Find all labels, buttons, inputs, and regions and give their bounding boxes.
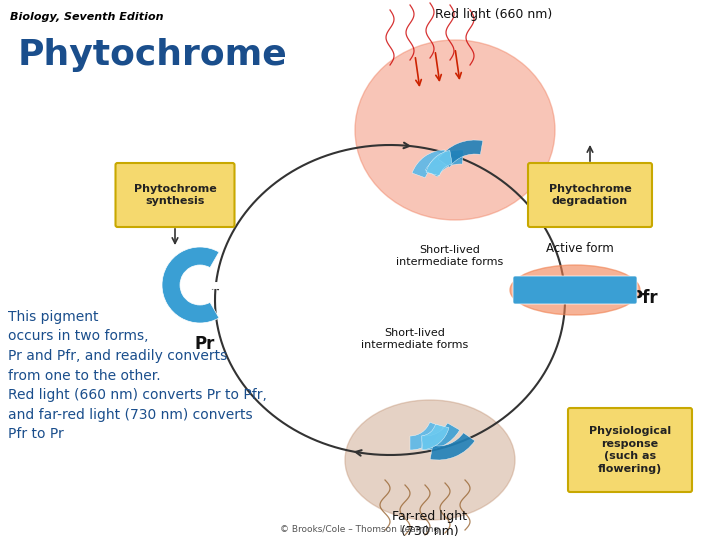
- Ellipse shape: [355, 40, 555, 220]
- Text: Inactive
form: Inactive form: [181, 197, 228, 225]
- Wedge shape: [412, 150, 445, 178]
- FancyBboxPatch shape: [568, 408, 692, 492]
- Wedge shape: [162, 247, 219, 323]
- Text: Phytochrome: Phytochrome: [18, 38, 288, 72]
- Wedge shape: [430, 433, 475, 460]
- Text: This pigment
occurs in two forms,
Pr and Pfr, and readily converts
from one to t: This pigment occurs in two forms, Pr and…: [8, 310, 267, 441]
- Wedge shape: [410, 422, 443, 450]
- Text: Pfr: Pfr: [630, 289, 657, 307]
- Text: Active form: Active form: [546, 242, 614, 255]
- Text: Far-red light
(730 nm): Far-red light (730 nm): [392, 510, 467, 538]
- FancyBboxPatch shape: [513, 276, 637, 304]
- Wedge shape: [421, 424, 449, 450]
- Wedge shape: [426, 150, 464, 177]
- Text: Pr: Pr: [195, 335, 215, 353]
- Text: Phytochrome
degradation: Phytochrome degradation: [549, 184, 631, 206]
- FancyBboxPatch shape: [115, 163, 235, 227]
- Wedge shape: [438, 140, 483, 167]
- Text: Biology, Seventh Edition: Biology, Seventh Edition: [10, 12, 163, 22]
- Text: Short-lived
intermediate forms: Short-lived intermediate forms: [361, 328, 469, 350]
- Text: Red light (660 nm): Red light (660 nm): [435, 8, 552, 21]
- Text: Short-lived
intermediate forms: Short-lived intermediate forms: [397, 245, 503, 267]
- Text: Phytochrome
synthesis: Phytochrome synthesis: [134, 184, 217, 206]
- Text: © Brooks/Cole – Thomson Learning: © Brooks/Cole – Thomson Learning: [280, 525, 440, 534]
- Wedge shape: [426, 151, 452, 176]
- Wedge shape: [421, 423, 459, 450]
- Ellipse shape: [345, 400, 515, 520]
- Text: Physiological
response
(such as
flowering): Physiological response (such as flowerin…: [589, 427, 671, 474]
- Ellipse shape: [510, 265, 640, 315]
- FancyBboxPatch shape: [528, 163, 652, 227]
